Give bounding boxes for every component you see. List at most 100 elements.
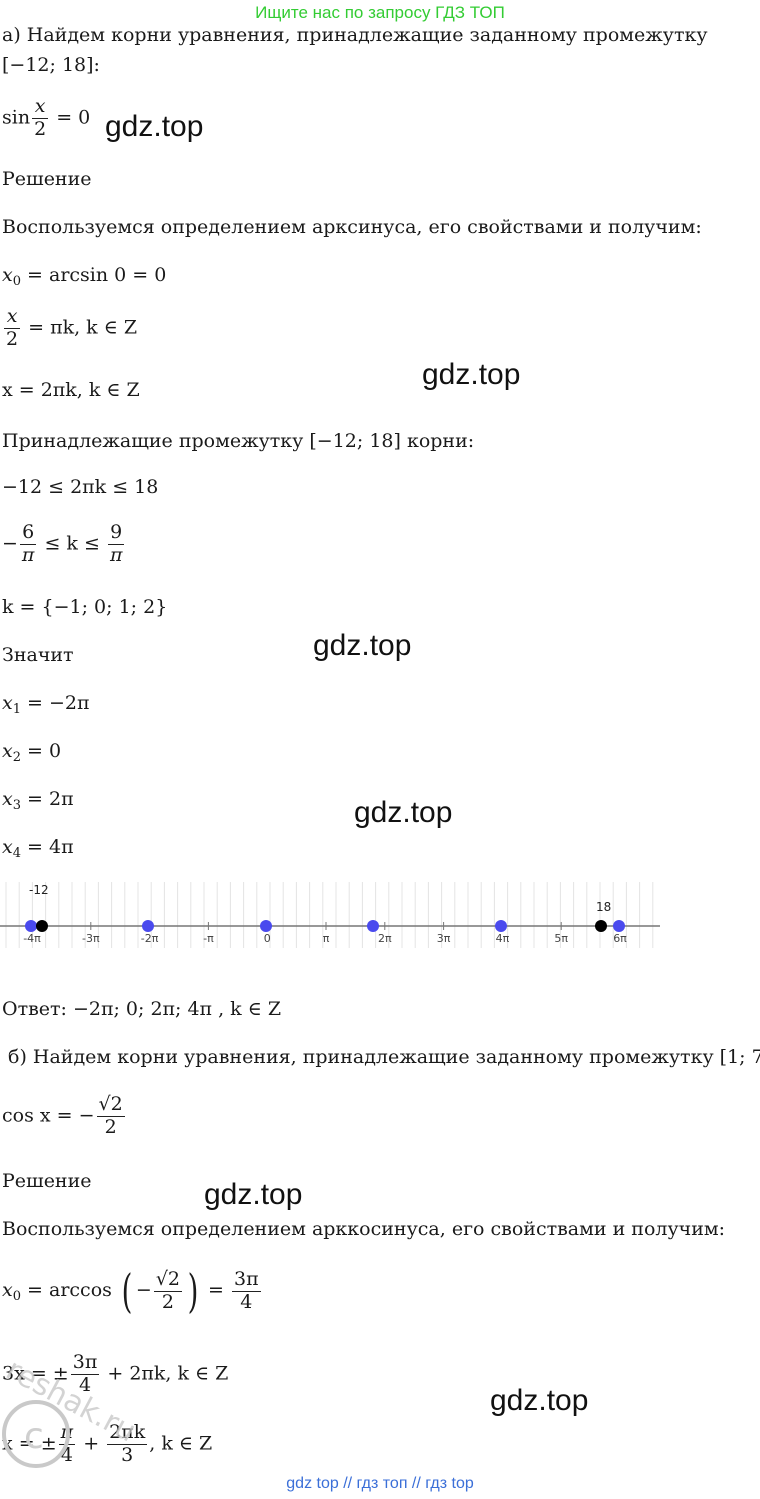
- root-var: x: [2, 740, 13, 762]
- x0-in-den: 2: [161, 1290, 174, 1313]
- tick-label: 2π: [378, 932, 392, 945]
- part-a-method: Воспользуемся определением арксинуса, ег…: [2, 216, 702, 238]
- watermark-6: gdz.top: [490, 1384, 589, 1417]
- watermark-5: gdz.top: [204, 1178, 303, 1211]
- part-a-line3: x = 2πk, k ∈ Z: [2, 379, 140, 401]
- point-4pi: [495, 920, 507, 932]
- x0-eq: =: [208, 1279, 224, 1301]
- number-line-grid: [5, 882, 654, 948]
- tick-label: 3π: [437, 932, 451, 945]
- eq-lhs: cos x = −: [2, 1104, 95, 1127]
- x0-r-den: 4: [240, 1290, 253, 1313]
- watermark-1: gdz.top: [105, 110, 204, 143]
- x0-mid: = arccos: [27, 1279, 112, 1301]
- root-rhs: = 0: [27, 740, 62, 762]
- part-a-intro: а) Найдем корни уравнения, принадлежащие…: [2, 24, 708, 46]
- number-line: -4π -3π -2π -π 0 π 2π 3π 4π 5π 6π -12 18: [0, 882, 660, 948]
- x0-in-num: √2: [153, 1267, 183, 1292]
- root-rhs: = 2π: [27, 788, 74, 810]
- l4-d2: 3: [121, 1443, 134, 1466]
- root-x1: x1 = −2π: [2, 692, 90, 717]
- tick-label: -3π: [82, 932, 100, 945]
- root-x4: x4 = 4π: [2, 836, 74, 861]
- part-a-kset: k = {−1; 0; 1; 2}: [2, 596, 168, 618]
- ineq2-d2: π: [109, 543, 123, 566]
- eq-num: √2: [96, 1093, 125, 1117]
- part-b-solution-heading: Решение: [2, 1170, 92, 1192]
- part-b-method: Воспользуемся определением арккосинуса, …: [2, 1218, 726, 1240]
- l3-rhs: + 2πk, k ∈ Z: [107, 1362, 229, 1385]
- point-18: [595, 920, 607, 932]
- watermark-4: gdz.top: [354, 796, 453, 829]
- part-a-x0: x0 = arcsin 0 = 0: [2, 264, 166, 289]
- l2-num: x: [4, 305, 21, 329]
- l3-den: 4: [78, 1373, 92, 1396]
- x0-minus: −: [135, 1279, 152, 1301]
- root-sub: 2: [12, 750, 21, 765]
- l2-den: 2: [6, 327, 19, 350]
- root-x3: x3 = 2π: [2, 788, 74, 813]
- reshak-stamp: c reshak.ru: [0, 1352, 142, 1468]
- root-sub: 3: [12, 798, 21, 813]
- label-minus-12: -12: [29, 883, 49, 897]
- eq-fn: sin: [2, 106, 31, 129]
- part-b-x0: x0 = arccos (− √2 2) = 3π 4: [2, 1264, 263, 1318]
- l4-n2: 2πk: [107, 1421, 148, 1445]
- part-a-ineq1: −12 ≤ 2πk ≤ 18: [2, 476, 159, 498]
- point-zero: [260, 920, 272, 932]
- tick-label: -2π: [141, 932, 159, 945]
- watermark-3: gdz.top: [313, 629, 412, 662]
- l2-rhs: = πk, k ∈ Z: [28, 316, 138, 339]
- tick-label: 6π: [613, 932, 627, 945]
- footer-links[interactable]: gdz top // гдз топ // гдз top: [286, 1475, 474, 1492]
- part-a-answer: Ответ: −2π; 0; 2π; 4π , k ∈ Z: [2, 998, 282, 1020]
- right-paren: ): [187, 1264, 199, 1318]
- x0-var: x: [2, 1279, 13, 1301]
- tick-label: π: [323, 932, 330, 945]
- copyright-circle-icon: [2, 1400, 70, 1468]
- point-minus-2pi: [142, 920, 154, 932]
- ineq2-n2: 9: [107, 521, 125, 545]
- stamp-text: reshak.ru: [0, 1352, 141, 1449]
- l3-lhs: 3x = ±: [2, 1362, 69, 1385]
- l4-lhs: x = ±: [2, 1432, 57, 1455]
- top-banner[interactable]: Ищите нас по запросу ГДЗ ТОП: [255, 3, 505, 22]
- eq-den: 2: [34, 117, 47, 140]
- point-2pi: [367, 920, 379, 932]
- part-a-solution-heading: Решение: [2, 168, 92, 190]
- l4-plus: +: [83, 1432, 100, 1455]
- root-var: x: [2, 788, 13, 810]
- eq-rhs: = 0: [56, 106, 91, 129]
- tick-label: -4π: [23, 932, 41, 945]
- x0-var: x: [2, 264, 13, 286]
- part-b-intro: б) Найдем корни уравнения, принадлежащие…: [8, 1046, 760, 1068]
- point-minus-4pi: [25, 920, 37, 932]
- l4-rhs: , k ∈ Z: [149, 1432, 213, 1455]
- root-sub: 4: [12, 846, 21, 861]
- x0-sub: 0: [12, 274, 21, 289]
- eq-den: 2: [104, 1115, 117, 1138]
- x0-r-num: 3π: [231, 1267, 261, 1292]
- part-a-hence: Значит: [2, 644, 74, 666]
- tick-label: -π: [203, 932, 214, 945]
- ineq2-d1: π: [21, 543, 35, 566]
- ineq2-minus: −: [2, 532, 18, 555]
- tick-label: 4π: [496, 932, 510, 945]
- part-a-interval: [−12; 18]:: [2, 54, 100, 76]
- ineq2-n1: 6: [19, 521, 37, 545]
- point-6pi: [613, 920, 625, 932]
- root-rhs: = 4π: [27, 836, 74, 858]
- tick-label: 5π: [554, 932, 568, 945]
- left-paren: (: [121, 1264, 133, 1318]
- eq-num: x: [32, 95, 49, 119]
- part-a-equation: sin x 2 = 0: [2, 95, 91, 141]
- root-var: x: [2, 836, 13, 858]
- ineq2-mid: ≤ k ≤: [44, 532, 100, 555]
- root-var: x: [2, 692, 13, 714]
- point-minus-12: [36, 920, 48, 932]
- l3-num: 3π: [70, 1351, 100, 1375]
- root-sub: 1: [12, 702, 21, 717]
- copyright-letter-icon: c: [24, 1416, 44, 1457]
